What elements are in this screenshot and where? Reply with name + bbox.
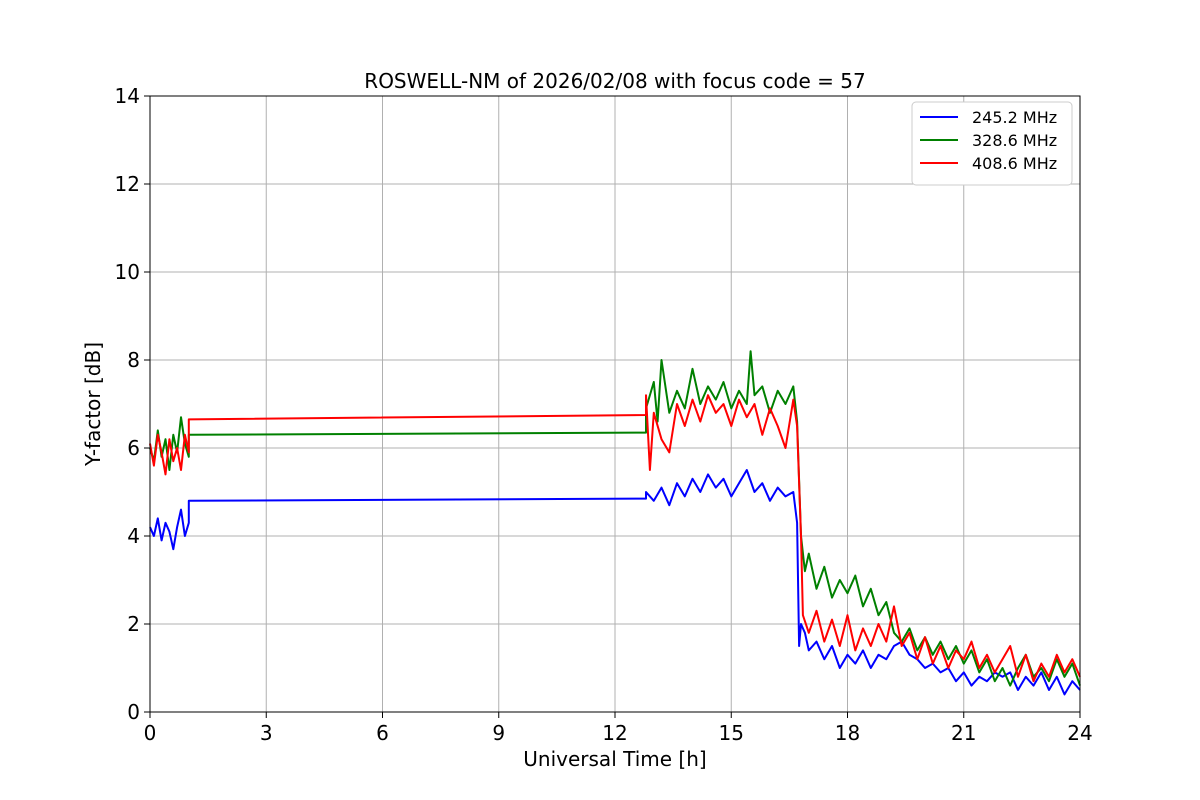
x-tick-label: 21 [951, 721, 976, 745]
y-tick-label: 4 [127, 524, 140, 548]
y-tick-label: 14 [115, 84, 140, 108]
x-tick-label: 6 [376, 721, 389, 745]
x-tick-label: 15 [719, 721, 744, 745]
y-tick-label: 12 [115, 172, 140, 196]
legend-label: 245.2 MHz [972, 108, 1057, 127]
series-line-3 [149, 394, 1081, 683]
series-group [149, 350, 1081, 696]
x-tick-label: 0 [144, 721, 157, 745]
chart-title: ROSWELL-NM of 2026/02/08 with focus code… [364, 69, 865, 93]
x-tick-label: 18 [835, 721, 860, 745]
x-tick-label: 9 [492, 721, 505, 745]
series-line-1 [149, 469, 1081, 696]
series-line-2 [149, 350, 1081, 687]
x-axis-label: Universal Time [h] [523, 747, 706, 771]
legend-label: 408.6 MHz [972, 154, 1057, 173]
grid [149, 95, 1081, 713]
y-axis-label: Y-factor [dB] [81, 342, 105, 467]
x-tick-label: 24 [1067, 721, 1092, 745]
x-tick-label: 3 [260, 721, 273, 745]
legend-label: 328.6 MHz [972, 131, 1057, 150]
y-tick-label: 8 [127, 348, 140, 372]
y-tick-label: 10 [115, 260, 140, 284]
x-tick-label: 12 [602, 721, 627, 745]
legend-box [911, 101, 1073, 186]
y-tick-label: 2 [127, 612, 140, 636]
y-tick-label: 0 [127, 700, 140, 724]
legend: 245.2 MHz 328.6 MHz 408.6 MHz [911, 101, 1073, 186]
y-tick-label: 6 [127, 436, 140, 460]
